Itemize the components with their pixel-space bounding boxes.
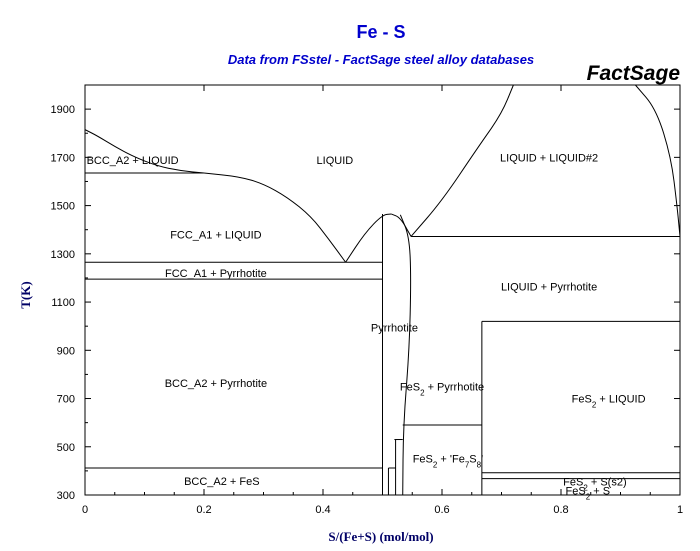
boundary-fcc-liquidus bbox=[203, 172, 347, 263]
region-label-pyrrhotite: Pyrrhotite bbox=[371, 322, 418, 334]
x-tick-label: 0 bbox=[82, 504, 88, 516]
boundary-bcc-liquidus bbox=[84, 129, 205, 174]
phase-region-labels: LIQUID LIQUID + LIQUID#2 BCC_A2 + LIQUID FC… bbox=[87, 152, 646, 501]
phase-boundaries bbox=[84, 84, 681, 496]
y-tick-label: 500 bbox=[57, 442, 75, 454]
region-label-fes2-fe7s8: FeS2 + 'Fe7S8' bbox=[413, 453, 483, 469]
y-tick-label: 1700 bbox=[51, 152, 75, 164]
region-label-fes2-liquid: FeS2 + LIQUID bbox=[572, 394, 646, 410]
x-tick-label: 1 bbox=[677, 504, 683, 516]
region-label-bcc-liquid: BCC_A2 + LIQUID bbox=[87, 155, 179, 167]
region-label-fcc-liquid: FCC_A1 + LIQUID bbox=[170, 230, 261, 242]
y-tick-label: 700 bbox=[57, 394, 75, 406]
region-label-fes2-pyrrhotite: FeS2 + Pyrrhotite bbox=[400, 381, 484, 397]
x-axis-label: S/(Fe+S) (mol/mol) bbox=[328, 529, 433, 544]
y-axis-label: T(K) bbox=[18, 281, 33, 308]
region-label-fes2-s: FeS2 + S bbox=[566, 486, 611, 502]
isotherm-lines bbox=[85, 172, 680, 480]
y-tick-label: 300 bbox=[57, 490, 75, 502]
y-tick-label: 1300 bbox=[51, 249, 75, 261]
region-label-liquid: LIQUID bbox=[317, 155, 354, 167]
x-tick-label: 0.4 bbox=[315, 504, 330, 516]
x-tick-label: 0.6 bbox=[434, 504, 449, 516]
x-tick-labels: 0 0.2 0.4 0.6 0.8 1 bbox=[82, 504, 683, 516]
boundary-pyrrhotite-right bbox=[399, 214, 412, 496]
chart-title: Fe - S bbox=[356, 22, 405, 42]
region-label-fes2-s-s2: FeS2 + S(s2) bbox=[563, 477, 626, 493]
region-label-fcc-pyrrhotite: FCC_A1 + Pyrrhotite bbox=[165, 268, 267, 280]
y-tick-labels: 300 500 700 900 1100 1300 1500 1700 1900 bbox=[51, 104, 75, 502]
x-tick-label: 0.8 bbox=[553, 504, 568, 516]
y-tick-label: 1100 bbox=[51, 297, 75, 309]
region-label-liquid-liquid2: LIQUID + LIQUID#2 bbox=[500, 152, 598, 164]
region-label-liquid-pyrrhotite: LIQUID + Pyrrhotite bbox=[501, 281, 597, 293]
region-label-bcc-fes: BCC_A2 + FeS bbox=[184, 476, 260, 488]
axis-ticks bbox=[84, 85, 681, 496]
boundary-pyrrhotite-liquidus-left bbox=[345, 213, 392, 263]
factsage-brand: FactSage bbox=[587, 62, 681, 85]
y-tick-label: 900 bbox=[57, 345, 75, 357]
region-label-bcc-pyrrhotite: BCC_A2 + Pyrrhotite bbox=[165, 378, 267, 390]
boundary-miscibility-gap-right bbox=[634, 84, 681, 237]
boundary-miscibility-gap-left bbox=[410, 84, 514, 237]
chart-subtitle: Data from FSstel - FactSage steel alloy … bbox=[228, 52, 534, 67]
x-tick-label: 0.2 bbox=[196, 504, 211, 516]
y-tick-label: 1900 bbox=[51, 104, 75, 116]
y-tick-label: 1500 bbox=[51, 201, 75, 213]
